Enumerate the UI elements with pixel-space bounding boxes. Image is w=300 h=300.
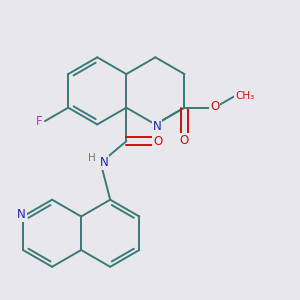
- Text: CH₃: CH₃: [235, 91, 254, 101]
- Text: O: O: [153, 135, 163, 148]
- Text: N: N: [99, 156, 108, 169]
- Text: N: N: [153, 119, 161, 133]
- Text: F: F: [36, 115, 43, 128]
- Text: N: N: [17, 208, 26, 221]
- Text: H: H: [88, 153, 95, 163]
- Text: O: O: [180, 134, 189, 146]
- Text: O: O: [210, 100, 219, 112]
